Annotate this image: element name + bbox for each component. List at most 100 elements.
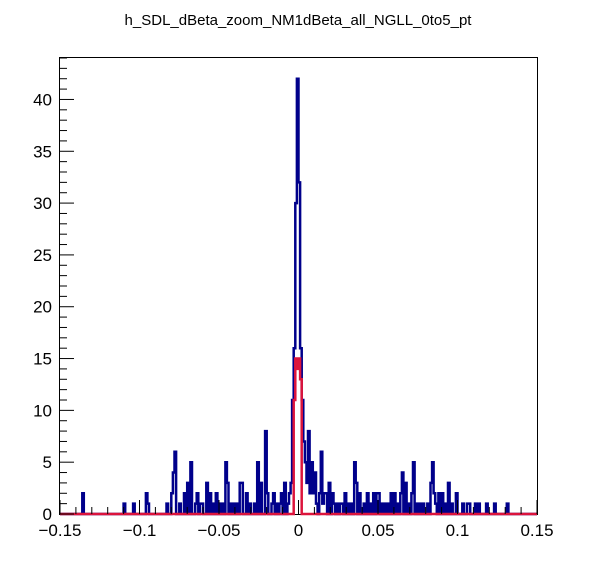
bar-all-45	[291, 483, 293, 514]
bar-all-102	[432, 462, 434, 514]
bar-all-61	[316, 504, 318, 514]
bar-all-70	[337, 504, 339, 514]
bar-all-18	[209, 493, 211, 514]
bar-all-54	[305, 462, 307, 514]
bar-all-40	[279, 504, 281, 514]
bar-matched-2	[297, 369, 299, 514]
bar-all-44	[289, 493, 291, 514]
bar-all-100	[427, 504, 429, 514]
bar-all-55	[306, 483, 308, 514]
bar-all-90	[397, 504, 399, 514]
bar-all-9	[179, 504, 181, 514]
bar-all-34	[260, 483, 262, 514]
bar-all-91	[400, 493, 402, 514]
bar-all-65	[324, 493, 326, 514]
bar-all-82	[373, 493, 375, 514]
bar-all-63	[321, 452, 323, 514]
bar-all-86	[384, 504, 386, 514]
bar-all-95	[411, 493, 413, 514]
bar-matched-1	[295, 359, 297, 514]
bar-all-97	[416, 504, 418, 514]
y-tick-label: 35	[33, 142, 52, 161]
bar-matched-3	[299, 359, 301, 514]
bar-all-30	[246, 493, 248, 514]
bar-all-57	[310, 493, 312, 514]
y-tick-label: 15	[33, 350, 52, 369]
bar-matched-0	[294, 400, 296, 514]
bar-all-25	[230, 504, 232, 514]
bar-all-105	[438, 493, 440, 514]
bar-all-96	[413, 462, 415, 514]
bar-all-80	[367, 493, 369, 514]
bar-all-5	[167, 504, 169, 514]
y-tick-label: 40	[33, 90, 52, 109]
series-layer	[60, 77, 537, 516]
bar-all-118	[507, 504, 509, 514]
y-tick-label: 0	[43, 505, 52, 524]
bar-all-33	[257, 462, 259, 514]
bar-all-78	[359, 493, 361, 514]
bar-all-28	[240, 483, 242, 514]
chart-title: h_SDL_dBeta_zoom_NM1dBeta_all_NGLL_0to5_…	[124, 12, 472, 29]
bar-all-72	[341, 504, 343, 514]
bar-all-68	[332, 493, 334, 514]
bar-all-17	[206, 483, 208, 514]
bar-all-14	[197, 493, 199, 514]
bar-all-74	[348, 504, 350, 514]
bar-all-3	[146, 493, 148, 514]
bar-all-114	[475, 504, 477, 514]
y-tick-label: 25	[33, 246, 52, 265]
y-tick-label: 10	[33, 401, 52, 420]
bar-all-117	[494, 504, 496, 514]
x-tick-label: −0.05	[197, 521, 240, 540]
bar-all-58	[311, 462, 313, 514]
bar-all-81	[370, 504, 372, 514]
bar-all-112	[467, 504, 469, 514]
bar-all-93	[405, 483, 407, 514]
bar-all-39	[276, 504, 278, 514]
bar-all-88	[391, 493, 393, 514]
bar-all-107	[445, 504, 447, 514]
bar-all-24	[227, 483, 229, 514]
bar-all-43	[287, 504, 289, 514]
bar-all-56	[308, 431, 310, 514]
bar-all-27	[236, 504, 238, 514]
bar-all-53	[303, 441, 305, 514]
bar-all-111	[462, 504, 464, 514]
bar-all-10	[184, 493, 186, 514]
bar-all-98	[419, 504, 421, 514]
bar-all-116	[486, 504, 488, 514]
x-tick-label: −0.1	[123, 521, 157, 540]
series-all-line	[60, 77, 537, 516]
bar-all-22	[222, 504, 224, 514]
bar-all-38	[273, 493, 275, 514]
bar-all-76	[354, 462, 356, 514]
bar-all-71	[340, 504, 342, 514]
bar-all-32	[254, 504, 256, 514]
bar-all-108	[448, 483, 450, 514]
bar-all-115	[478, 504, 480, 514]
bar-all-99	[423, 504, 425, 514]
bar-all-15	[200, 504, 202, 514]
bar-all-42	[284, 483, 286, 514]
bar-all-75	[351, 504, 353, 514]
plot-frame	[59, 57, 538, 515]
bar-all-103	[434, 493, 436, 514]
bar-all-77	[356, 483, 358, 514]
y-tick-label: 5	[43, 453, 52, 472]
y-tick-label: 30	[33, 194, 52, 213]
x-tick-label: 0.15	[520, 521, 553, 540]
bar-matched-4	[300, 379, 302, 514]
x-tick-label: 0.1	[446, 521, 470, 540]
x-tick-label: 0	[294, 521, 303, 540]
bar-all-69	[333, 504, 335, 514]
bar-all-101	[430, 483, 432, 514]
bar-all-23	[225, 462, 227, 514]
bar-all-4	[147, 504, 149, 514]
bar-all-62	[319, 493, 321, 514]
x-tick-label: −0.15	[38, 521, 81, 540]
bar-all-12	[190, 462, 192, 514]
x-tick-label: 0.05	[361, 521, 394, 540]
bar-all-20	[216, 493, 218, 514]
